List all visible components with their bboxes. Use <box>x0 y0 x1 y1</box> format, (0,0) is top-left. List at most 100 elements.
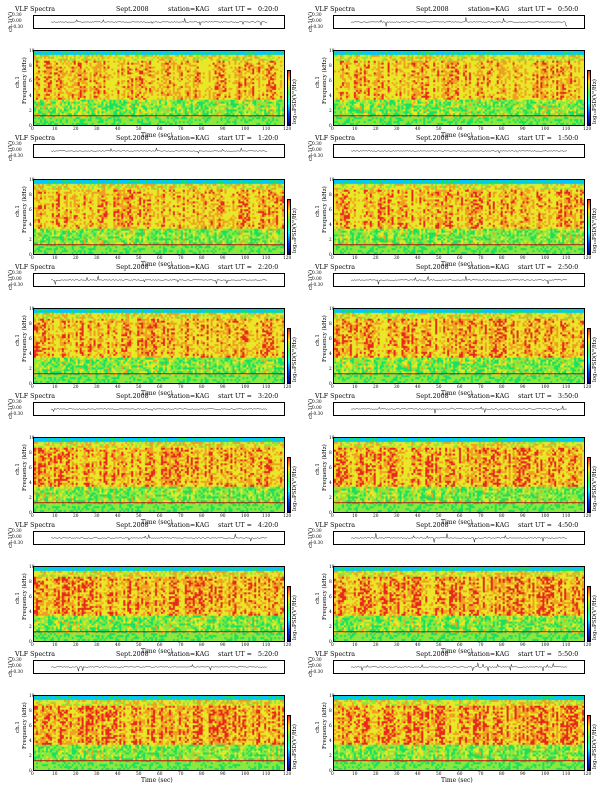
waveform-tick: 0.00 <box>12 148 22 153</box>
freq-tick: 2 <box>29 367 32 372</box>
panel-station: station=KAG <box>168 6 210 13</box>
channel-tag: ch.1 <box>15 205 21 217</box>
time-tick: 40 <box>115 514 121 519</box>
freq-tick: 8 <box>329 193 332 198</box>
time-tick: 120 <box>583 514 592 519</box>
waveform-tick: -0.30 <box>12 541 24 546</box>
time-tick: 70 <box>478 514 484 519</box>
waveform-tick: 0.30 <box>312 271 322 276</box>
time-tick: 70 <box>178 256 184 261</box>
time-tick: 120 <box>583 772 592 777</box>
colorbar <box>587 199 591 255</box>
time-tick: 0 <box>331 256 334 261</box>
panel-station: station=KAG <box>468 522 510 529</box>
time-tick: 120 <box>283 772 292 777</box>
colorbar-label: log₁₀PSD(V²/Hz) <box>292 724 298 769</box>
time-tick: 20 <box>373 772 379 777</box>
waveform-tick: 0.30 <box>12 529 22 534</box>
freq-tick: 6 <box>29 466 32 471</box>
x-axis-label: Time (sec) <box>141 261 173 268</box>
x-axis-label: Time (sec) <box>441 261 473 268</box>
channel-tag: ch.1 <box>15 334 21 346</box>
freq-tick: 4 <box>29 94 32 99</box>
panel-start-prefix: start UT = <box>518 6 552 13</box>
panel-start-ut: 1:50:0 <box>558 135 579 142</box>
waveform-trace <box>50 663 268 672</box>
waveform-trace <box>50 408 268 413</box>
freq-tick: 8 <box>329 580 332 585</box>
panel-date: Sept.2008 <box>116 393 149 400</box>
colorbar <box>587 457 591 513</box>
waveform-tick: 0.30 <box>12 13 22 18</box>
time-tick: 10 <box>52 127 58 132</box>
spectrogram-panel: VLF Spectra Sept.2008 station=KAG start … <box>308 393 608 526</box>
time-tick: 20 <box>373 256 379 261</box>
time-tick: 100 <box>541 772 550 777</box>
time-tick: 60 <box>457 256 463 261</box>
time-tick: 80 <box>199 385 205 390</box>
time-tick: 50 <box>136 772 142 777</box>
time-tick: 40 <box>415 643 421 648</box>
time-tick: 20 <box>73 772 79 777</box>
waveform-tick: 0.30 <box>12 271 22 276</box>
panel-title: VLF Spectra <box>15 393 55 400</box>
spectrogram-image <box>334 438 584 512</box>
panel-start-ut: 4:50:0 <box>558 522 579 529</box>
time-tick: 60 <box>457 772 463 777</box>
waveform-tick: 0.00 <box>12 664 22 669</box>
spectrogram-panel: VLF Spectra Sept.2008 station=KAG start … <box>308 135 608 268</box>
panel-station: station=KAG <box>168 651 210 658</box>
colorbar-label: log₁₀PSD(V²/Hz) <box>592 79 598 124</box>
time-tick: 30 <box>394 643 400 648</box>
time-tick: 20 <box>373 514 379 519</box>
frequency-y-label: Frequency (kHz) <box>22 573 28 620</box>
time-tick: 10 <box>352 643 358 648</box>
colorbar <box>287 328 291 384</box>
freq-tick: 8 <box>29 64 32 69</box>
waveform-tick: 0.30 <box>312 529 322 534</box>
spectrogram-image <box>334 696 584 770</box>
waveform-tick: 0.00 <box>312 535 322 540</box>
spectrogram <box>333 566 585 642</box>
frequency-y-label: Frequency (kHz) <box>322 186 328 233</box>
time-tick: 100 <box>241 643 250 648</box>
panel-date: Sept.2008 <box>416 651 449 658</box>
panel-start-ut: 2:20:0 <box>258 264 279 271</box>
spectrogram-image <box>34 309 284 383</box>
colorbar <box>287 199 291 255</box>
colorbar-label: log₁₀PSD(V²/Hz) <box>592 337 598 382</box>
colorbar <box>587 328 591 384</box>
freq-tick: 0 <box>29 253 32 258</box>
freq-tick: 0 <box>29 640 32 645</box>
time-tick: 30 <box>394 772 400 777</box>
freq-tick: 6 <box>29 337 32 342</box>
spectrogram-image <box>34 696 284 770</box>
channel-tag: ch.1 <box>315 205 321 217</box>
freq-tick: 0 <box>29 511 32 516</box>
spectrogram-panel: VLF Spectra Sept.2008 station=KAG start … <box>308 522 608 655</box>
spectrogram-image <box>334 51 584 125</box>
colorbar-label: log₁₀PSD(V²/Hz) <box>592 466 598 511</box>
freq-tick: 2 <box>329 238 332 243</box>
time-tick: 90 <box>220 772 226 777</box>
panel-start-prefix: start UT = <box>218 264 252 271</box>
panel-title: VLF Spectra <box>315 522 355 529</box>
time-tick: 0 <box>331 514 334 519</box>
time-tick: 40 <box>415 514 421 519</box>
spectrogram-panel: VLF Spectra Sept.2008 station=KAG start … <box>8 135 308 268</box>
time-tick: 40 <box>115 385 121 390</box>
waveform-trace <box>350 276 568 285</box>
waveform-trace <box>50 275 268 285</box>
freq-tick: 6 <box>329 595 332 600</box>
waveform-tick: -0.30 <box>312 670 324 675</box>
time-tick: 90 <box>520 514 526 519</box>
time-tick: 10 <box>352 514 358 519</box>
time-tick: 50 <box>136 256 142 261</box>
waveform-plot <box>333 273 585 287</box>
time-tick: 50 <box>436 385 442 390</box>
time-tick: 120 <box>283 385 292 390</box>
colorbar-label: log₁₀PSD(V²/Hz) <box>292 466 298 511</box>
panel-start-ut: 1:20:0 <box>258 135 279 142</box>
freq-tick: 4 <box>29 481 32 486</box>
freq-tick: 8 <box>329 64 332 69</box>
